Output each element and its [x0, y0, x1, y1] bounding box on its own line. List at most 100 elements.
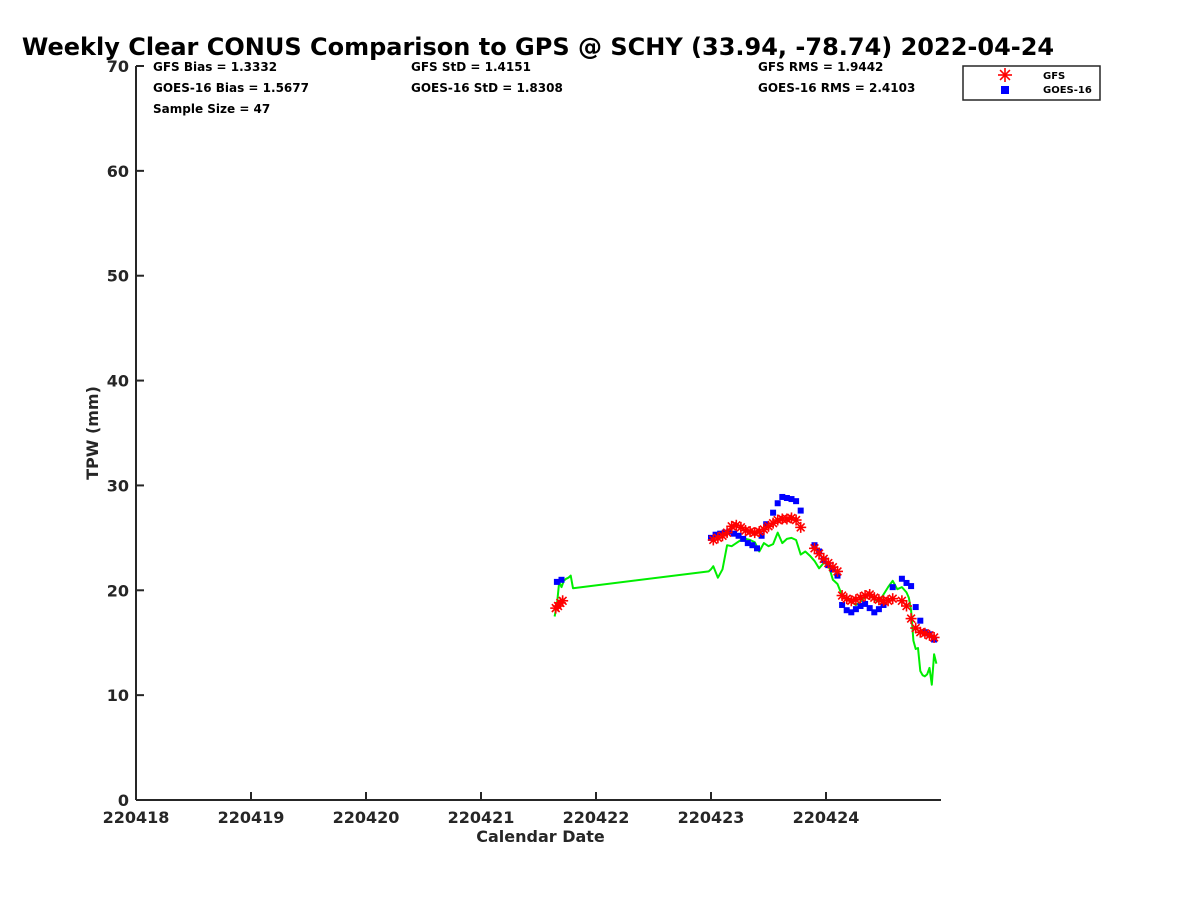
legend-goes-marker — [1001, 86, 1009, 94]
goes-point — [731, 530, 737, 537]
goes-point — [779, 493, 786, 500]
gfs-point — [924, 629, 935, 641]
x-tick-label: 220418 — [103, 808, 170, 827]
gfs-point — [905, 613, 917, 625]
gfs-point-stroke — [911, 623, 921, 633]
goes-point — [889, 584, 896, 591]
y-axis-label: TPW (mm) — [83, 386, 102, 480]
goes-point — [783, 495, 790, 502]
stat-goes-std: GOES-16 StD = 1.8308 — [411, 81, 563, 95]
gps-series-line — [553, 531, 938, 686]
goes-point — [875, 606, 882, 613]
goes-point — [774, 500, 781, 507]
legend-gfs-asterisk — [998, 68, 1012, 82]
gfs-point-stroke — [787, 513, 796, 523]
gfs-point-stroke — [929, 633, 939, 642]
axes: 0 10 20 30 40 50 60 70 220418 220419 220420 220421 2… — [83, 57, 941, 846]
gfs-point-stroke — [915, 627, 925, 637]
goes-point — [735, 532, 742, 539]
legend-gfs-label: GFS — [1043, 71, 1065, 82]
goes-point — [908, 583, 915, 590]
gfs-point-stroke — [925, 630, 934, 640]
goes-point — [788, 496, 795, 503]
goes-point — [857, 603, 864, 610]
legend-goes-label: GOES-16 — [1043, 85, 1092, 96]
gfs-point — [832, 565, 843, 577]
gfs-point-stroke — [869, 593, 879, 603]
goes-point — [740, 535, 747, 542]
y-tick-label: 0 — [118, 791, 129, 810]
goes-point — [758, 532, 765, 539]
gfs-point — [901, 600, 912, 612]
plot-area — [550, 493, 940, 686]
gfs-point-stroke — [897, 596, 907, 606]
goes-point — [749, 542, 756, 549]
gfs-point — [896, 595, 908, 607]
gfs-point-stroke — [810, 543, 819, 553]
gfs-point-stroke — [558, 596, 568, 606]
gfs-point-stroke — [731, 520, 741, 530]
gfs-point-stroke — [906, 614, 916, 624]
goes-point — [852, 606, 859, 613]
x-tick-label: 220420 — [333, 808, 400, 827]
goes-point — [558, 576, 565, 583]
legend: GFS GOES-16 — [962, 65, 1101, 101]
goes-point — [793, 498, 800, 505]
gfs-point-stroke — [745, 527, 755, 537]
gfs-point — [887, 593, 899, 605]
stat-gfs-bias: GFS Bias = 1.3332 — [153, 60, 277, 74]
gfs-point-stroke — [837, 591, 847, 600]
goes-point — [903, 579, 910, 586]
gfs-point-stroke — [791, 515, 801, 525]
gfs-point — [721, 527, 733, 539]
goes-point — [843, 607, 850, 614]
legend-gfs-asterisk-stroke — [999, 69, 1011, 81]
goes-point — [553, 578, 560, 585]
x-axis-label: Calendar Date — [476, 827, 605, 846]
gfs-point-stroke — [736, 522, 746, 532]
gfs-point — [928, 631, 940, 643]
y-tick-label: 40 — [107, 372, 129, 391]
chart-title: Weekly Clear CONUS Comparison to GPS @ S… — [22, 33, 1054, 61]
goes-point — [770, 509, 777, 516]
goes-point — [848, 609, 855, 616]
x-tick-label: 220422 — [563, 808, 630, 827]
goes-point — [866, 605, 873, 612]
y-tick-label: 10 — [107, 686, 129, 705]
goes-point — [797, 507, 804, 514]
stat-goes-rms: GOES-16 RMS = 2.4103 — [758, 81, 915, 95]
gfs-point — [855, 592, 866, 604]
y-tick-label: 30 — [107, 476, 129, 495]
goes-point — [754, 545, 760, 552]
gfs-point-stroke — [722, 528, 732, 538]
y-tick-label: 60 — [107, 162, 129, 181]
gfs-point-stroke — [842, 594, 852, 604]
gfs-point-stroke — [819, 554, 829, 564]
stat-sample-size: Sample Size = 47 — [153, 102, 270, 116]
x-tick-label: 220424 — [793, 808, 860, 827]
gfs-point — [919, 627, 931, 639]
goes-point — [912, 604, 919, 611]
goes-point — [871, 609, 878, 616]
gfs-point-stroke — [823, 558, 833, 568]
goes-point — [917, 617, 924, 624]
gfs-point-stroke — [833, 566, 842, 576]
stat-goes-bias: GOES-16 Bias = 1.5677 — [153, 81, 309, 95]
legend-goes-square — [1001, 86, 1009, 94]
goes-point — [839, 601, 846, 608]
gfs-point — [790, 514, 802, 526]
x-tick-label: 220421 — [448, 808, 515, 827]
gfs-point-stroke — [902, 601, 911, 611]
goes-point — [726, 528, 733, 535]
stat-gfs-rms: GFS RMS = 1.9442 — [758, 60, 883, 74]
y-tick-label: 50 — [107, 267, 129, 286]
legend-gfs-marker — [998, 68, 1012, 82]
x-tick-label: 220423 — [678, 808, 745, 827]
gfs-point-stroke — [920, 628, 930, 638]
gfs-point-stroke — [814, 549, 824, 559]
y-tick-label: 70 — [107, 57, 129, 76]
gfs-point-stroke — [828, 562, 838, 572]
x-tick-label: 220419 — [218, 808, 285, 827]
gfs-point-stroke — [796, 522, 806, 532]
